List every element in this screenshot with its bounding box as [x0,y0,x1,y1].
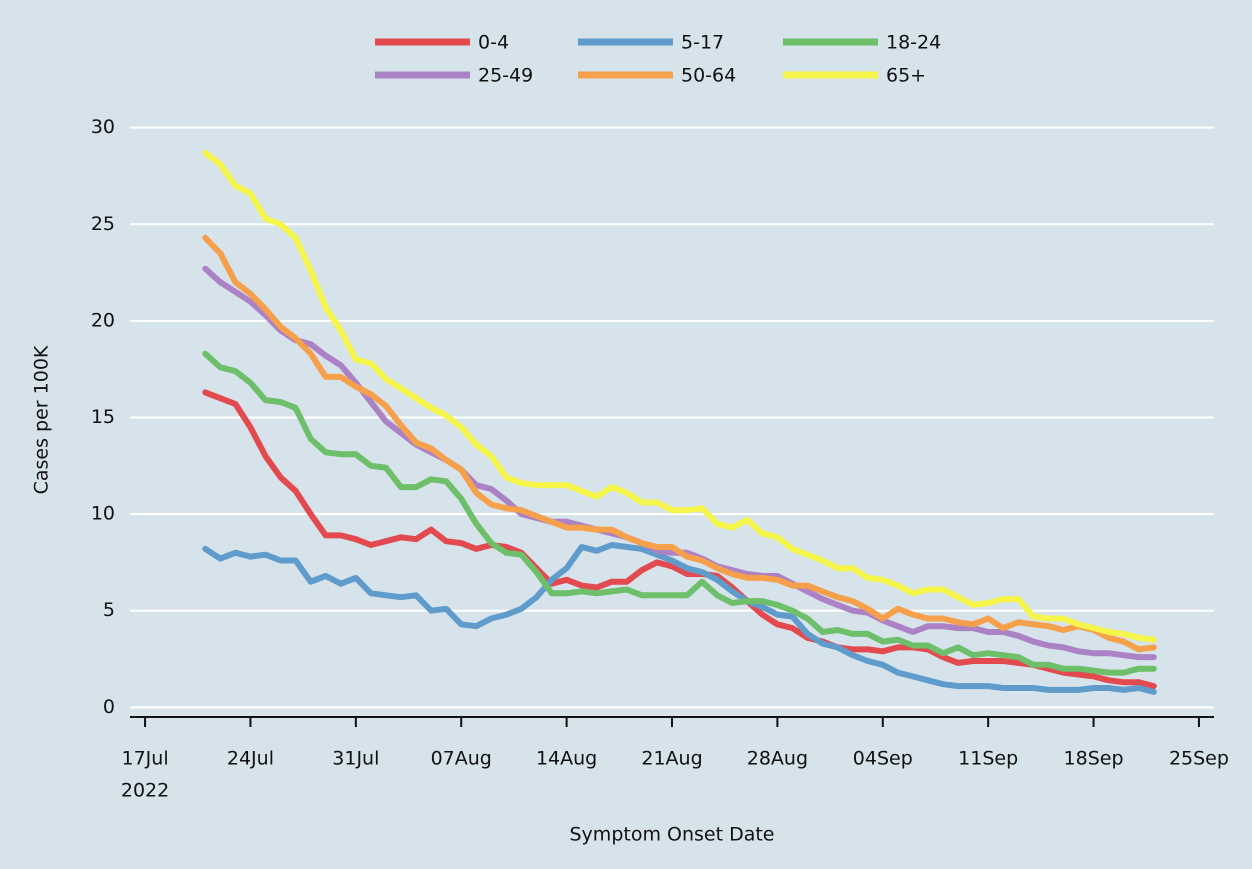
legend-label: 25-49 [478,65,533,87]
series-line [202,389,1157,690]
x-axis-title: Symptom Onset Date [570,824,775,846]
y-tick-label: 25 [91,213,115,235]
series-line [202,234,1157,653]
y-tick-label: 15 [91,406,115,428]
x-tick-label: 28Aug [747,748,808,770]
x-tick-label: 17Jul [122,748,169,770]
y-tick-label: 0 [103,696,115,718]
y-tick-label: 10 [91,503,115,525]
legend-label: 18-24 [886,32,941,54]
x-tick-label: 04Sep [853,748,913,770]
y-tick-label: 20 [91,309,115,331]
x-tick-label: 21Aug [641,748,702,770]
legend-label: 65+ [886,65,926,87]
y-tick-label: 30 [91,116,115,138]
y-axis-title: Cases per 100K [31,345,53,494]
series-line [202,542,1157,695]
y-tick-label: 5 [103,599,115,621]
x-tick-label: 14Aug [536,748,597,770]
x-axis-year: 2022 [121,780,169,802]
series-line [202,149,1157,643]
x-tick-label: 11Sep [958,748,1018,770]
series-line [202,350,1157,676]
x-tick-label: 31Jul [332,748,379,770]
legend-label: 0-4 [478,32,509,54]
x-tick-label: 24Jul [227,748,274,770]
x-tick-label: 18Sep [1064,748,1124,770]
legend-label: 50-64 [681,65,736,87]
x-tick-label: 07Aug [431,748,492,770]
legend-label: 5-17 [681,32,724,54]
x-tick-label: 25Sep [1169,748,1229,770]
